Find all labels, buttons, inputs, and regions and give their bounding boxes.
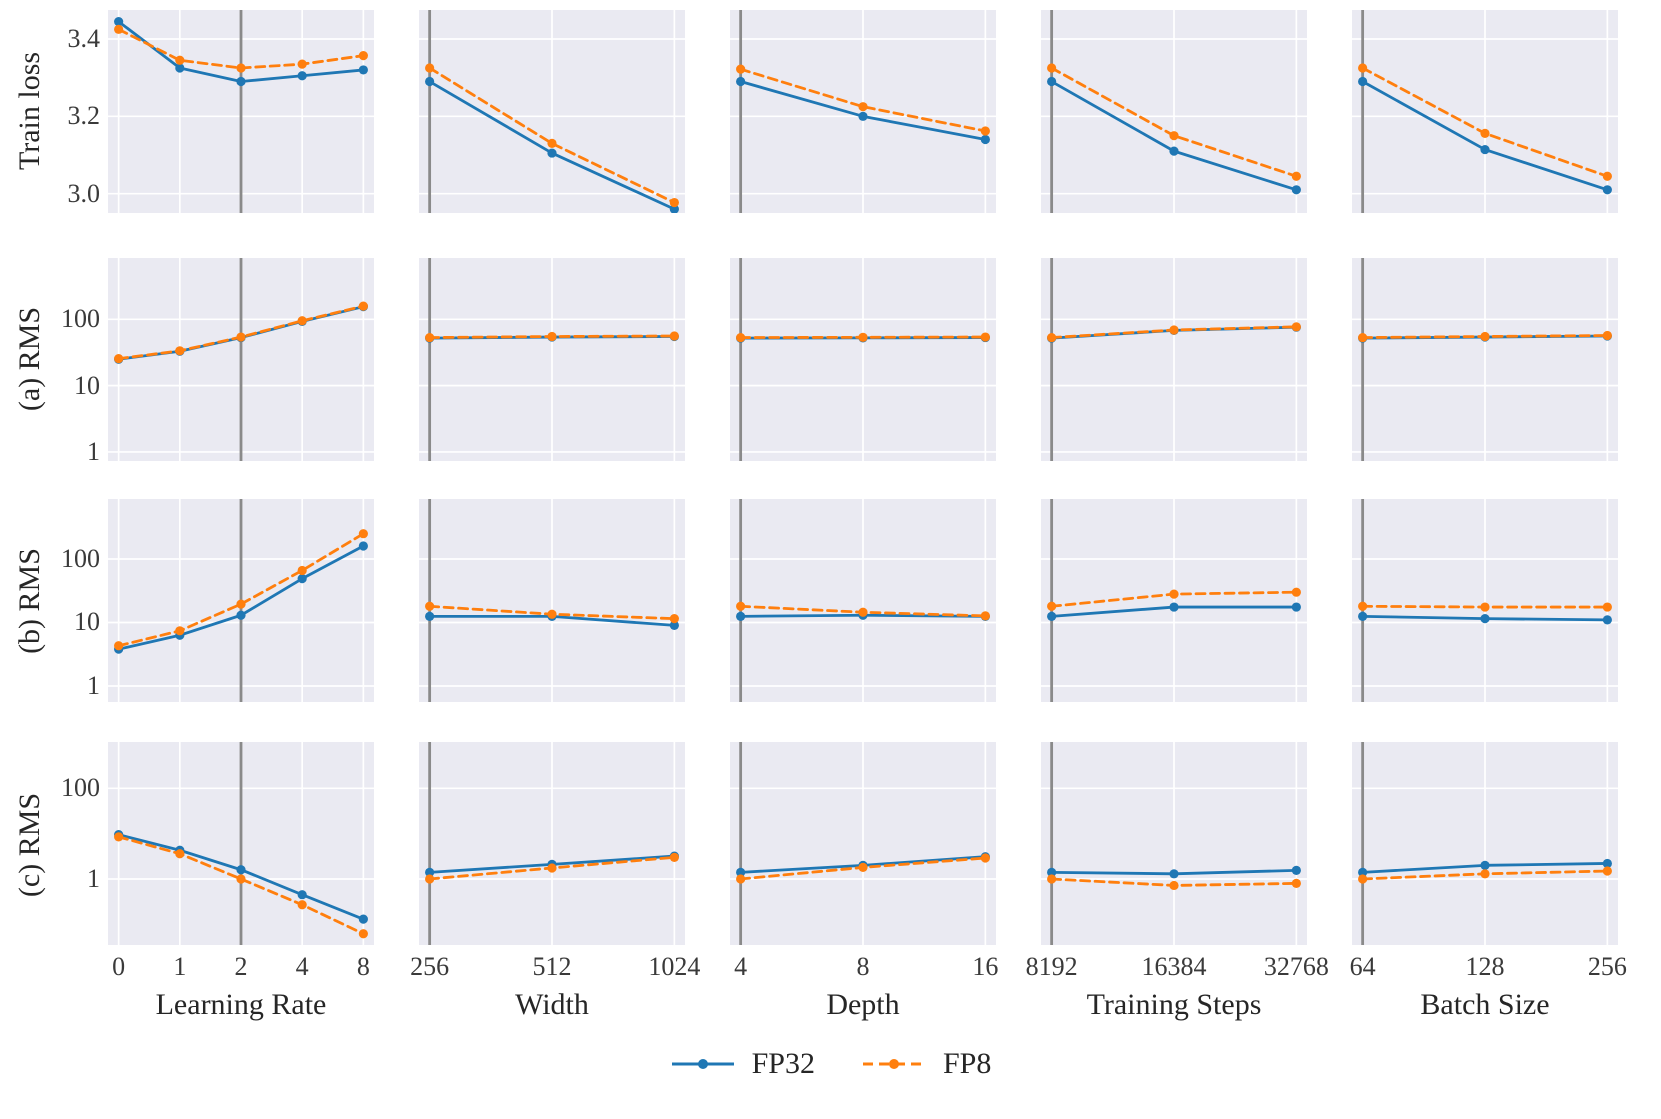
fp8-series bbox=[1047, 322, 1301, 343]
x-axis-title-batch-size: Batch Size bbox=[1420, 988, 1550, 1021]
fp8-series bbox=[1358, 330, 1612, 343]
x-tick-label: 8192 bbox=[1025, 952, 1078, 981]
fp32-series bbox=[1047, 865, 1301, 879]
panel-r1-c0 bbox=[108, 258, 374, 461]
panel-r3-c1 bbox=[419, 742, 685, 945]
x-tick-label: 32768 bbox=[1263, 952, 1329, 981]
x-axis-title-training-steps: Training Steps bbox=[1086, 988, 1262, 1021]
fp8-series bbox=[736, 332, 990, 343]
x-tick-label: 4 bbox=[734, 952, 748, 981]
y-axis-label-train-loss: Train loss bbox=[13, 51, 46, 171]
y-tick-label: 3.0 bbox=[67, 178, 101, 208]
x-axis-title-learning-rate: Learning Rate bbox=[155, 988, 327, 1021]
x-tick-label: 16 bbox=[972, 952, 999, 981]
y-tick-label: 100 bbox=[61, 304, 100, 334]
x-tick-label: 1 bbox=[173, 952, 187, 981]
x-tick-label: 16384 bbox=[1141, 952, 1207, 981]
legend-item-fp8: FP8 bbox=[861, 1047, 991, 1081]
x-tick-label: 2 bbox=[234, 952, 248, 981]
panel-r2-c0 bbox=[108, 499, 374, 702]
panel-r0-c2 bbox=[730, 10, 996, 213]
panel-r0-c4 bbox=[1352, 10, 1618, 213]
panel-r1-c2 bbox=[730, 258, 996, 461]
x-tick-label: 256 bbox=[1587, 952, 1627, 981]
legend-label-fp32: FP32 bbox=[751, 1047, 815, 1080]
x-tick-label: 0 bbox=[112, 952, 126, 981]
y-tick-label: 1 bbox=[87, 671, 100, 700]
fp8-series bbox=[1047, 587, 1301, 611]
fp32-series bbox=[1358, 858, 1612, 877]
fp32-series bbox=[1358, 76, 1612, 195]
y-tick-label: 1 bbox=[87, 436, 100, 466]
fp8-series bbox=[1358, 63, 1612, 181]
x-tick-label: 4 bbox=[295, 952, 309, 981]
fp8-series bbox=[425, 601, 679, 624]
legend-item-fp32: FP32 bbox=[670, 1047, 815, 1081]
panel-r1-c1 bbox=[419, 258, 685, 461]
fp32-series bbox=[1047, 76, 1301, 195]
fp32-series bbox=[1358, 611, 1612, 625]
x-axis-title-depth: Depth bbox=[826, 988, 900, 1021]
panel-r3-c0 bbox=[108, 742, 374, 945]
y-tick-label: 100 bbox=[61, 773, 100, 803]
x-tick-label: 8 bbox=[856, 952, 870, 981]
fp32-series bbox=[1047, 602, 1301, 621]
fp8-series bbox=[425, 331, 679, 343]
panel-r0-c1 bbox=[419, 10, 685, 213]
fp32-line-swatch-icon bbox=[671, 1059, 734, 1069]
fp32-series bbox=[425, 76, 679, 213]
x-tick-label: 128 bbox=[1465, 952, 1505, 981]
panel-r3-c2 bbox=[730, 742, 996, 945]
panel-r2-c2 bbox=[730, 499, 996, 702]
panel-r3-c4 bbox=[1352, 742, 1618, 945]
panel-r0-c3 bbox=[1041, 10, 1307, 213]
y-tick-label: 3.2 bbox=[67, 101, 101, 131]
y-axis-label-a-rms: (a) RMS bbox=[13, 306, 46, 412]
x-axis-title-width: Width bbox=[515, 988, 589, 1021]
y-axis-label-b-rms: (b) RMS bbox=[13, 548, 46, 654]
y-tick-label: 1 bbox=[87, 863, 100, 893]
fp8-series bbox=[1358, 601, 1612, 612]
fp8-series bbox=[736, 853, 990, 884]
fp32-series bbox=[736, 76, 990, 145]
panel-r2-c4 bbox=[1352, 499, 1618, 702]
x-tick-label: 512 bbox=[532, 952, 572, 981]
fp8-series bbox=[114, 301, 368, 364]
x-tick-label: 256 bbox=[410, 952, 450, 981]
fp32-series bbox=[114, 17, 368, 87]
fp8-series bbox=[114, 24, 368, 73]
fp8-line-swatch-icon bbox=[863, 1059, 925, 1069]
legend-label-fp8: FP8 bbox=[943, 1047, 992, 1080]
panel-r2-c1 bbox=[419, 499, 685, 702]
fp8-series bbox=[1047, 63, 1301, 181]
y-tick-label: 100 bbox=[61, 543, 100, 573]
panel-r2-c3 bbox=[1041, 499, 1307, 702]
y-tick-label: 10 bbox=[74, 370, 100, 400]
fp8-series bbox=[425, 63, 679, 208]
fp8-series bbox=[1358, 866, 1612, 884]
panel-r3-c3 bbox=[1041, 742, 1307, 945]
fp8-series bbox=[425, 852, 679, 884]
legend: FP32 FP8 bbox=[0, 1040, 1661, 1088]
y-tick-label: 10 bbox=[74, 607, 100, 637]
fp8-series bbox=[114, 529, 368, 651]
fp8-series bbox=[736, 64, 990, 136]
x-tick-label: 8 bbox=[356, 952, 370, 981]
y-axis-label-c-rms: (c) RMS bbox=[13, 792, 46, 898]
y-tick-label: 3.4 bbox=[67, 24, 101, 53]
x-tick-label: 1024 bbox=[648, 952, 701, 981]
fp8-series bbox=[736, 601, 990, 621]
fp8-series bbox=[114, 832, 368, 939]
panel-r1-c4 bbox=[1352, 258, 1618, 461]
panel-r1-c3 bbox=[1041, 258, 1307, 461]
x-tick-label: 64 bbox=[1349, 952, 1376, 981]
fp8-series bbox=[1047, 874, 1301, 891]
panel-r0-c0 bbox=[108, 10, 374, 213]
